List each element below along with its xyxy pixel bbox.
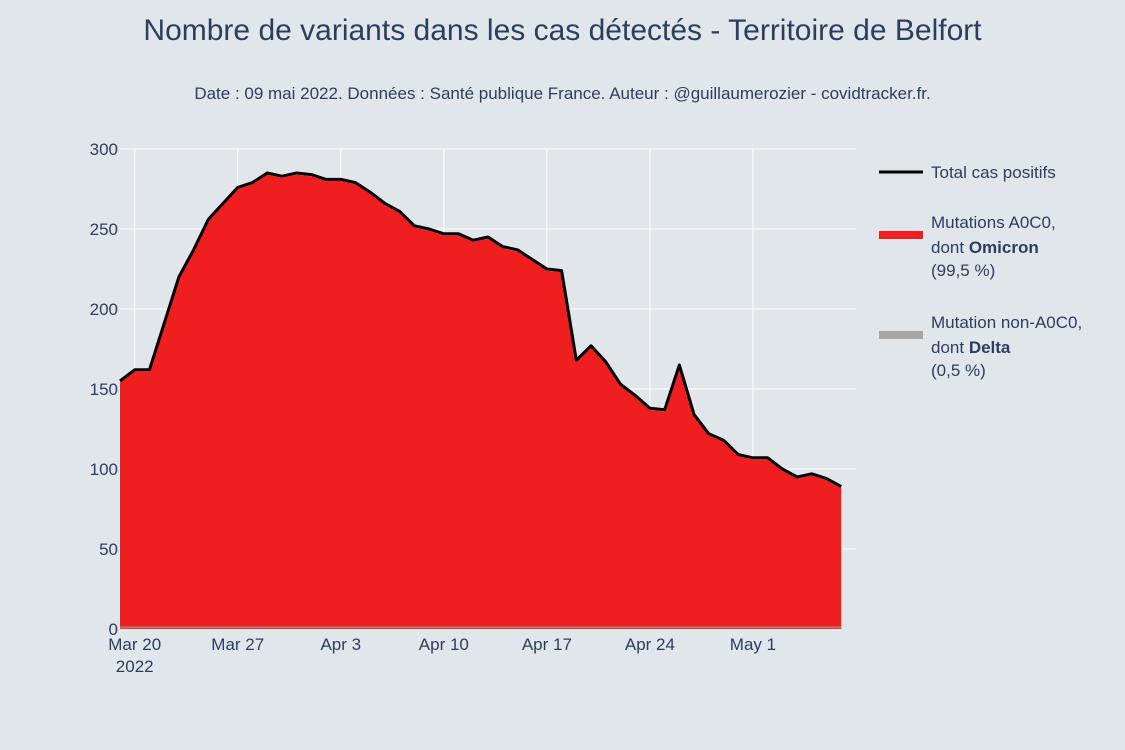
legend-label-variant: Delta [969,338,1011,357]
chart-subtitle: Date : 09 mai 2022. Données : Santé publ… [194,84,931,103]
chart-title: Nombre de variants dans les cas détectés… [143,14,982,47]
y-tick-label: 300 [90,140,118,159]
x-tick-label: Apr 3 [320,635,361,654]
legend-swatch-omicron [879,231,923,239]
y-tick-label: 50 [99,540,118,559]
legend-label-percent: (99,5 %) [931,261,995,280]
axis-layer: 0 50 100 150 200 250 300 Mar 20 2022 Mar 27 Apr 3 A… [90,140,776,676]
x-tick-label: Apr 24 [625,635,675,654]
line-layer [119,171,842,488]
y-tick-label: 200 [90,300,118,319]
x-tick-label: Apr 10 [419,635,469,654]
legend-swatch-delta [879,331,923,339]
x-tick-label: Apr 17 [522,635,572,654]
y-tick-label: 250 [90,220,118,239]
y-tick-label: 0 [109,620,118,639]
legend-label: Mutation non-A0C0, [931,313,1082,332]
y-tick-label: 150 [90,380,118,399]
area-layer [120,173,842,629]
legend-label: Mutations A0C0, [931,213,1056,232]
legend-label-percent: (0,5 %) [931,361,986,380]
y-tick-label: 100 [90,460,118,479]
legend-label-line2: dont Delta [931,338,1011,357]
x-tick-label: Mar 27 [211,635,264,654]
legend-label-prefix: dont [931,338,969,357]
legend: Total cas positifs Mutations A0C0, dont Om… [879,163,1082,380]
legend-label-prefix: dont [931,238,969,257]
legend-label: Total cas positifs [931,163,1056,182]
legend-label-line2: dont Omicron [931,238,1039,257]
series-total-line [119,171,842,488]
x-tick-label: Mar 20 [108,635,161,654]
x-tick-year-label: 2022 [116,657,154,676]
legend-label-variant: Omicron [969,238,1039,257]
series-omicron-area [120,174,842,629]
x-tick-label: May 1 [730,635,776,654]
